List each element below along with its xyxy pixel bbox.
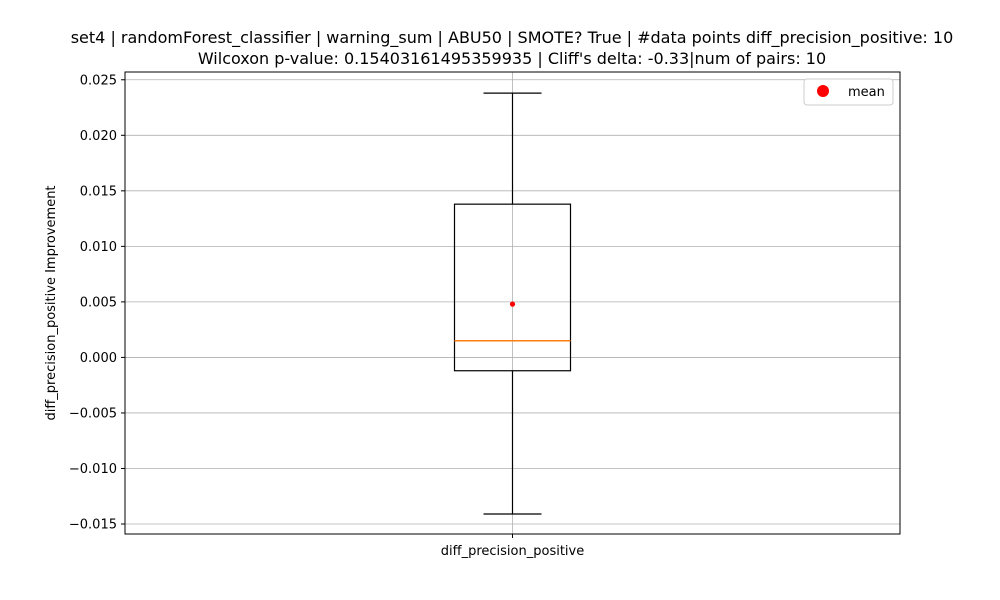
mean-marker [509,301,516,307]
x-tick-label: diff_precision_positive [441,544,584,559]
y-axis-ticks: −0.015 −0.010 −0.005 0.000 0.005 0.010 0.015 0.… [69,73,125,533]
plot-area-frame [124,71,901,535]
interquartile-box [453,203,572,372]
y-tick-label: −0.010 [69,462,117,477]
y-tick-label: −0.005 [69,406,117,421]
legend-box [803,78,894,106]
y-tick-label: 0.025 [80,73,117,88]
legend-mean-label: mean [848,85,885,100]
box-element [453,92,572,515]
y-tick-label: 0.015 [80,184,117,199]
y-tick-label: 0.010 [80,240,117,255]
y-tick-label: −0.015 [69,518,117,533]
y-tick-label: 0.020 [80,129,117,144]
chart-title-line-1: set4 | randomForest_classifier | warning… [71,28,954,48]
y-tick-label: 0.000 [80,351,117,366]
y-axis-label: diff_precision_positive Improvement [44,185,59,420]
legend-mean-marker [817,85,829,97]
y-tick-label: 0.005 [80,295,117,310]
x-axis-ticks: diff_precision_positive [441,534,584,559]
legend: mean [803,78,894,106]
chart-title-line-2: Wilcoxon p-value: 0.15403161495359935 | … [198,49,826,68]
